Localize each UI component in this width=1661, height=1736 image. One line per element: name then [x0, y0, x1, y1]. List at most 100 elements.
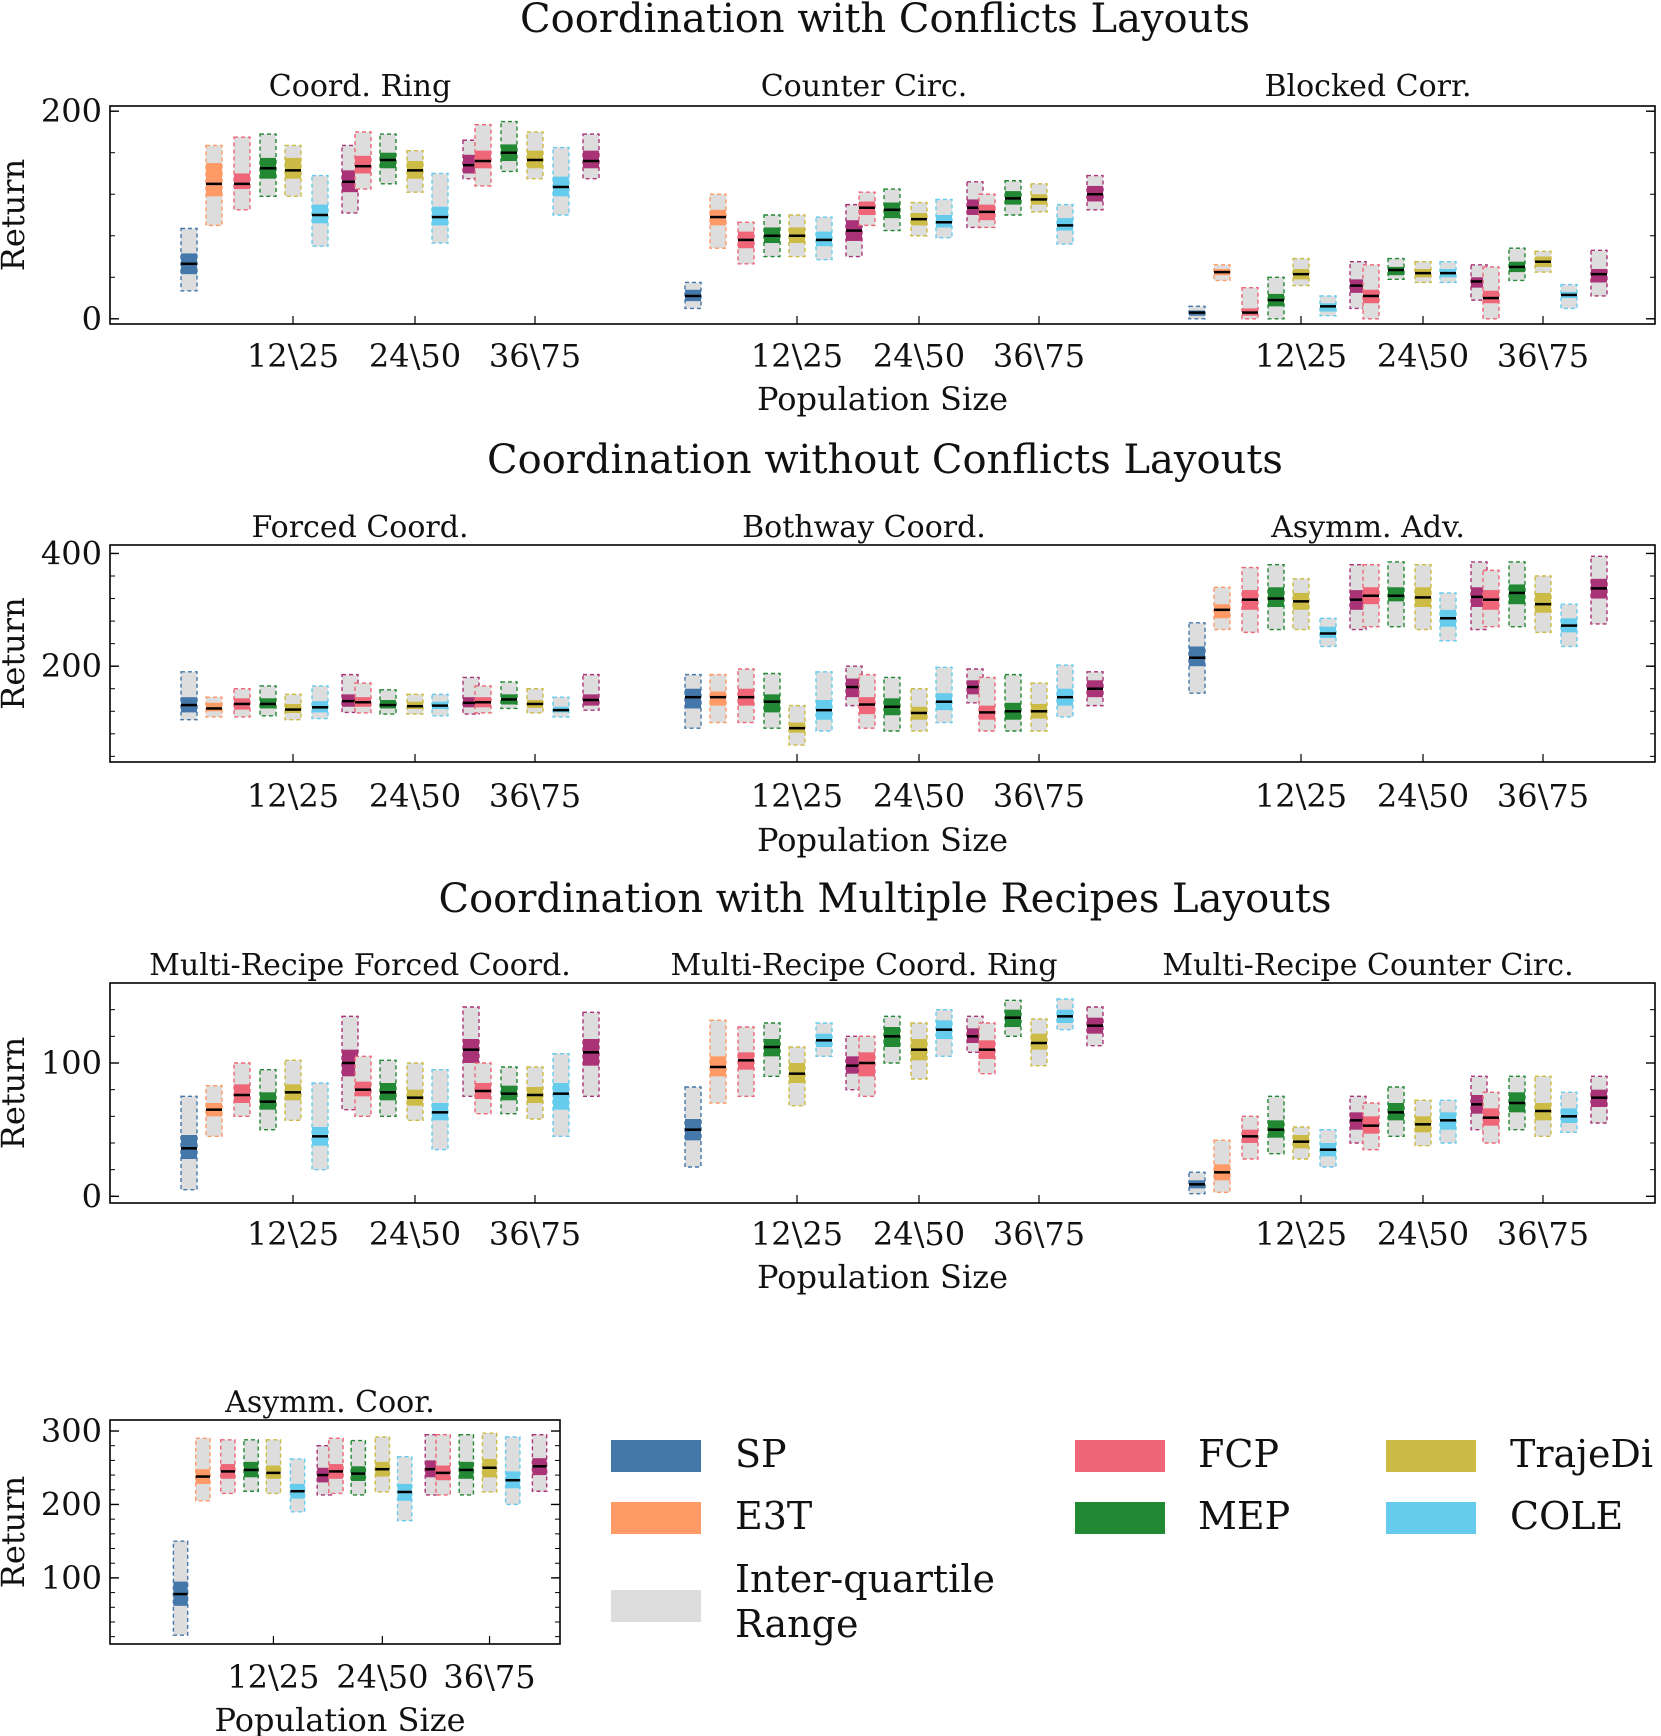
legend-label-mep: MEP	[1198, 1494, 1290, 1538]
legend-swatch-fcp	[1075, 1440, 1165, 1472]
box-coord-ring-24-50-fcp	[354, 131, 372, 190]
legend-label-cole: COLE	[1510, 1494, 1623, 1538]
legend-label-fcp: FCP	[1198, 1432, 1279, 1476]
panel-title-coord-ring: Coord. Ring	[269, 69, 451, 104]
row-title-conflicts: Coordination with Conflicts Layouts	[520, 0, 1250, 42]
box-bothway-coord-24-50-mep	[883, 676, 901, 732]
y-axis-label: Return	[0, 159, 32, 271]
box-asymm-adv-12-25-mep	[1267, 564, 1285, 631]
x-tick-label: 36\75	[489, 337, 581, 375]
box-asymm-coor-sp	[172, 1540, 189, 1636]
x-tick-label: 36\75	[489, 1215, 581, 1253]
box-multi-recipe-counter-circ-36-75-mep	[1508, 1075, 1526, 1131]
x-tick-label: 12\25	[247, 1215, 339, 1253]
box-counter-circ-12-25-e3t-mep	[845, 203, 863, 258]
box-asymm-coor-24-50-fcp	[328, 1437, 344, 1495]
box-asymm-adv-36-75-e3t-mep	[1590, 555, 1608, 625]
box-bothway-coord-24-50-cole	[935, 666, 953, 724]
box-asymm-adv-12-25-cole	[1319, 617, 1337, 648]
chart-row-0: 0 200 Return Population Size Coord. Ring 12\2…	[0, 69, 1656, 418]
y-axis-label: Return	[0, 597, 32, 709]
box-asymm-coor-e3t	[195, 1437, 211, 1502]
box-asymm-coor-36-75-cole	[504, 1436, 521, 1506]
box-forced-coord-36-75-trajedi	[526, 688, 544, 714]
box-bothway-coord-36-75-mep	[1004, 673, 1022, 732]
box-asymm-adv-24-50-fcp	[1362, 564, 1380, 628]
x-tick-label: 12\25	[1255, 777, 1347, 815]
box-counter-circ-12-25-mep	[763, 214, 781, 258]
box-multi-recipe-coord-ring-12-25-trajedi	[788, 1046, 806, 1107]
box-bothway-coord-12-25-e3t-mep	[845, 665, 863, 707]
y-tick-label: 400	[41, 534, 102, 572]
legend-swatch-cole	[1386, 1502, 1476, 1534]
box-asymm-coor-36-75-trajedi	[481, 1432, 498, 1493]
box-multi-recipe-forced-coord-24-50-mep	[379, 1059, 397, 1118]
box-asymm-adv-e3t-iqr	[1214, 604, 1230, 619]
x-tick-label: 12\25	[751, 777, 843, 815]
chart-row-3: 100 200 300 Return Population Size Asymm. Coo…	[0, 1385, 561, 1736]
x-tick-label: 24\50	[369, 337, 461, 375]
box-multi-recipe-counter-circ-12-25-trajedi	[1292, 1126, 1310, 1160]
box-multi-recipe-coord-ring-24-50-cole	[935, 1008, 953, 1058]
x-tick-label: 24\50	[369, 1215, 461, 1253]
y-tick-label: 200	[41, 1485, 102, 1523]
box-multi-recipe-coord-ring-24-50-trajedi	[910, 1022, 928, 1080]
box-multi-recipe-forced-coord-36-75-cole-iqr	[553, 1083, 569, 1110]
legend-label-iqr: Inter-quartile	[735, 1557, 995, 1601]
box-asymm-adv-24-50-trajedi	[1414, 564, 1432, 631]
box-counter-circ-12-25-fcp	[737, 221, 755, 265]
box-forced-coord-24-50-cole	[431, 693, 449, 717]
box-asymm-coor-12-25-fcp	[220, 1439, 236, 1495]
box-asymm-coor-24-50-cole	[396, 1456, 413, 1522]
box-counter-circ-24-50-trajedi	[910, 201, 928, 237]
y-tick-label: 100	[41, 1559, 102, 1597]
y-tick-label: 200	[41, 92, 102, 130]
legend-label-sp: SP	[735, 1432, 787, 1476]
box-bothway-coord-36-75-e3t-mep	[1086, 671, 1104, 707]
box-multi-recipe-forced-coord-36-75-fcp	[474, 1062, 492, 1115]
box-blocked-corr-24-50-cole	[1439, 261, 1457, 284]
panel-title-blocked-corr: Blocked Corr.	[1264, 69, 1471, 104]
box-multi-recipe-forced-coord-12-25-fcp-iqr	[234, 1084, 250, 1103]
box-bothway-coord-24-50-fcp	[858, 673, 876, 729]
box-multi-recipe-forced-coord-e3t	[205, 1084, 223, 1138]
x-tick-label: 36\75	[489, 777, 581, 815]
box-multi-recipe-coord-ring-24-50-mep	[883, 1015, 901, 1064]
box-coord-ring-36-75-fcp	[474, 123, 492, 187]
x-tick-label: 36\75	[443, 1658, 535, 1696]
box-coord-ring-24-50-mep	[379, 133, 397, 185]
box-multi-recipe-coord-ring-36-75-trajedi-iqr	[1031, 1033, 1047, 1050]
y-tick-label: 300	[41, 1412, 102, 1450]
box-blocked-corr-36-75-e3t-mep	[1590, 249, 1608, 297]
box-multi-recipe-forced-coord-36-75-trajedi	[526, 1066, 544, 1120]
box-multi-recipe-coord-ring-36-75-mep	[1004, 999, 1022, 1038]
box-asymm-adv-12-25-mep-iqr	[1268, 587, 1284, 607]
box-asymm-adv-36-75-trajedi-iqr	[1535, 592, 1551, 613]
box-forced-coord-12-25-trajedi	[284, 693, 302, 721]
box-multi-recipe-forced-coord-12-25-cole	[311, 1082, 329, 1171]
box-multi-recipe-counter-circ-36-75-fcp	[1482, 1091, 1500, 1144]
y-tick-label: 0	[82, 1177, 102, 1215]
box-counter-circ-36-75-cole	[1056, 203, 1074, 245]
panel-title-asymm-adv: Asymm. Adv.	[1270, 510, 1465, 545]
box-coord-ring-24-50-trajedi	[406, 149, 424, 193]
box-bothway-coord-12-25-fcp	[737, 668, 755, 724]
box-multi-recipe-forced-coord-24-50-cole	[431, 1068, 449, 1151]
panel-title-multi-recipe-coord-ring: Multi-Recipe Coord. Ring	[670, 948, 1057, 983]
chart-row-1: 200 400 Return Population Size Forced Coord.…	[0, 510, 1656, 859]
box-blocked-corr-12-25-e3t-mep	[1349, 261, 1367, 310]
box-counter-circ-36-75-fcp	[978, 193, 996, 229]
box-asymm-coor-36-75-e3t-mep	[531, 1433, 548, 1492]
box-multi-recipe-counter-circ-36-75-e3t-mep	[1590, 1075, 1608, 1124]
row-title-multi-recipes: Coordination with Multiple Recipes Layou…	[438, 876, 1331, 922]
box-multi-recipe-counter-circ-12-25-e3t-mep	[1349, 1095, 1367, 1144]
box-coord-ring-24-50-fcp-iqr	[355, 155, 371, 174]
box-coord-ring-36-75-e3t-mep-iqr	[583, 150, 599, 169]
box-coord-ring-12-25-mep	[259, 133, 277, 198]
panel-title-multi-recipe-forced-coord: Multi-Recipe Forced Coord.	[149, 948, 571, 983]
box-asymm-adv-sp-iqr	[1189, 646, 1205, 667]
x-tick-label: 36\75	[993, 1215, 1085, 1253]
legend-label-iqr-2: Range	[735, 1602, 858, 1646]
box-counter-circ-12-25-cole	[815, 216, 833, 261]
box-blocked-corr-sp	[1188, 305, 1206, 320]
